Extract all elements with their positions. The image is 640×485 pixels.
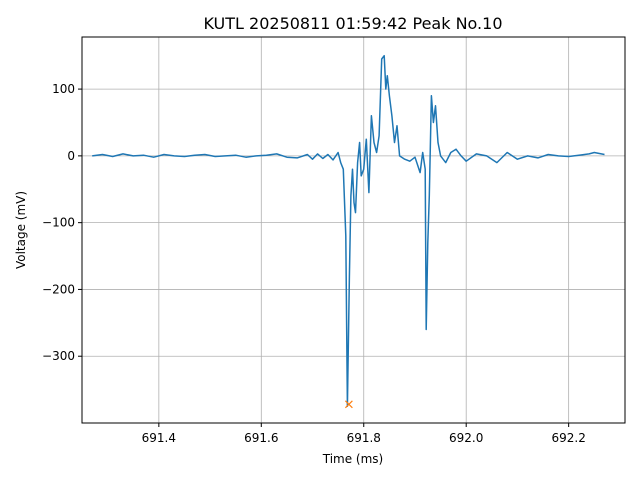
x-axis-label: Time (ms) bbox=[322, 452, 384, 466]
peak-marker bbox=[344, 400, 353, 409]
plot-frame bbox=[81, 36, 626, 424]
chart-title: KUTL 20250811 01:59:42 Peak No.10 bbox=[203, 14, 502, 33]
peak-marker-stroke bbox=[344, 400, 353, 409]
marker-layer bbox=[344, 400, 353, 409]
y-tick-label: −200 bbox=[42, 282, 75, 296]
y-axis: −300 −200 −100 0 100 bbox=[42, 82, 82, 363]
series-layer bbox=[92, 54, 605, 408]
grid bbox=[82, 37, 625, 423]
x-tick-label: 692.0 bbox=[449, 431, 483, 445]
y-tick-label: −300 bbox=[42, 349, 75, 363]
y-tick-label: 0 bbox=[67, 149, 75, 163]
y-axis-label: Voltage (mV) bbox=[14, 191, 28, 269]
x-axis: 691.4 691.6 691.8 692.0 692.2 bbox=[142, 423, 586, 445]
series-line bbox=[92, 54, 605, 408]
x-tick-label: 691.8 bbox=[347, 431, 381, 445]
x-tick-label: 691.6 bbox=[244, 431, 278, 445]
y-tick-label: 100 bbox=[52, 82, 75, 96]
x-tick-label: 691.4 bbox=[142, 431, 176, 445]
x-tick-label: 692.2 bbox=[551, 431, 585, 445]
y-tick-label: −100 bbox=[42, 216, 75, 230]
